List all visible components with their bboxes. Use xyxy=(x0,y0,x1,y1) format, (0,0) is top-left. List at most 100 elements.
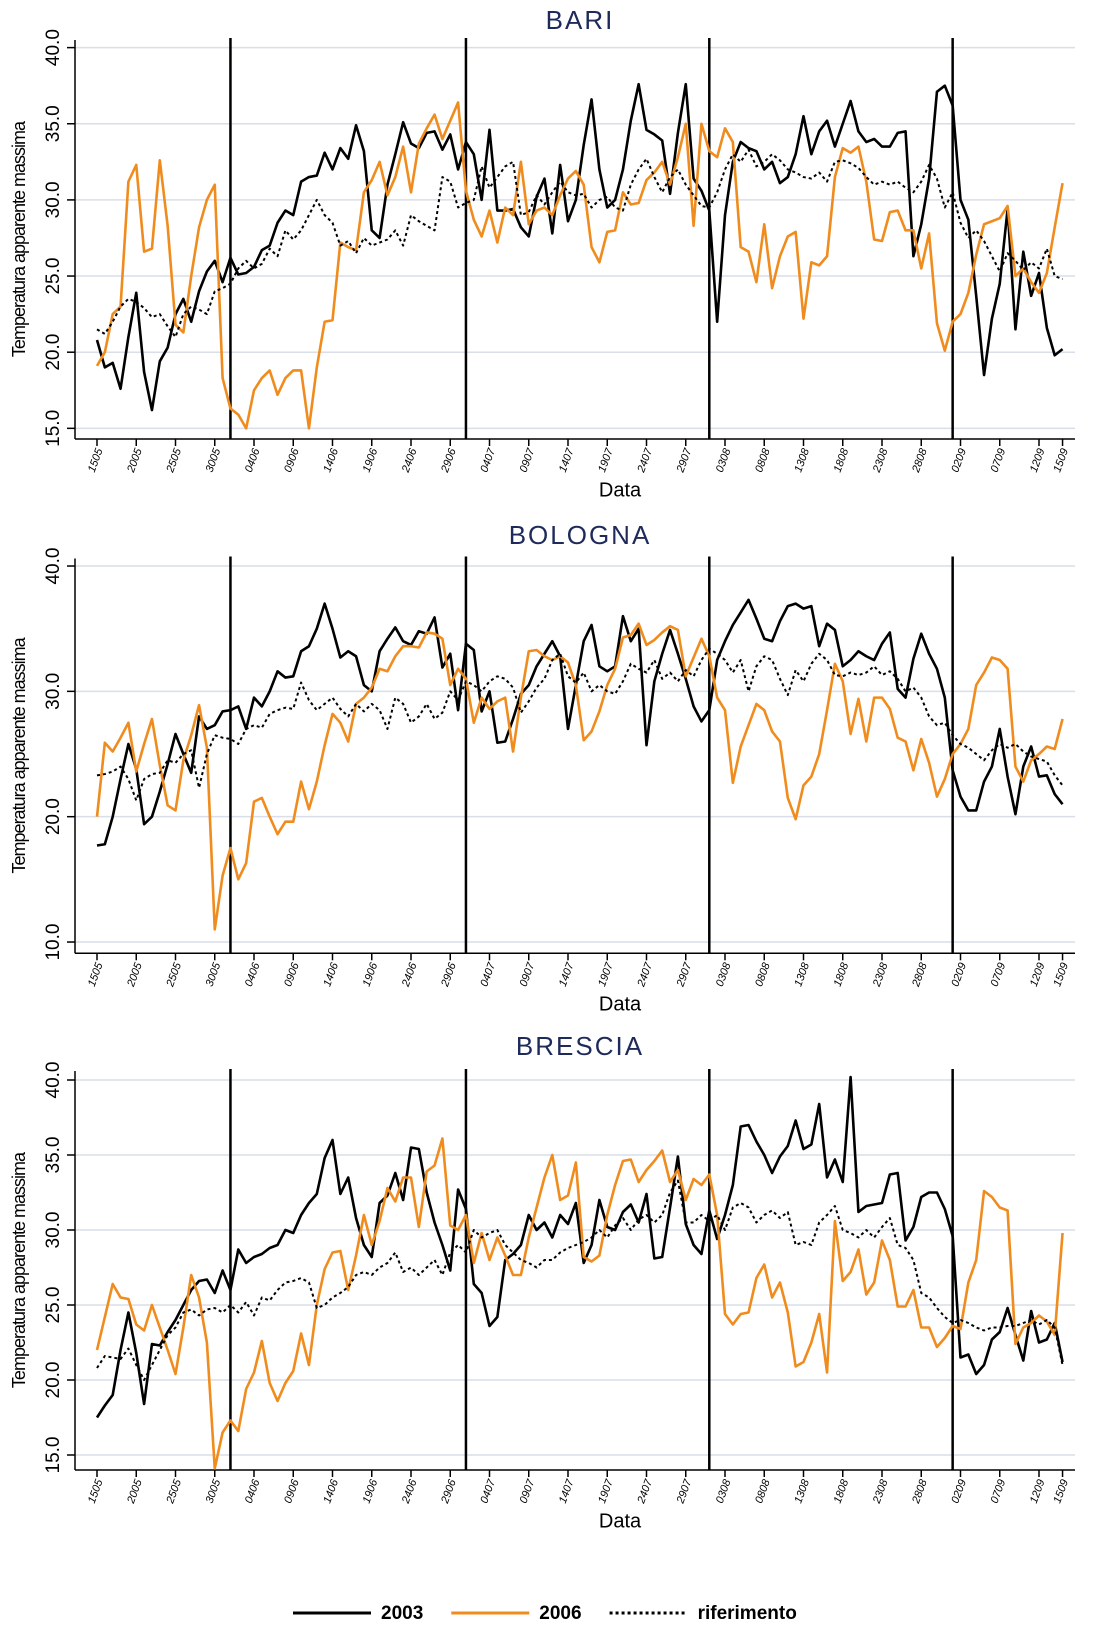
chart-title: BARI xyxy=(546,5,615,35)
chart-title: BOLOGNA xyxy=(509,520,652,550)
x-tick-label: 0407 xyxy=(478,960,498,988)
x-tick-label: 2906 xyxy=(439,1477,459,1506)
x-tick-label: 1907 xyxy=(596,1477,616,1505)
x-tick-label: 2406 xyxy=(400,1477,420,1506)
x-tick-label: 0209 xyxy=(949,1478,969,1505)
x-tick-label: 1407 xyxy=(557,1477,577,1505)
x-tick-label: 1308 xyxy=(792,1477,812,1505)
x-tick-label: 1308 xyxy=(792,960,812,988)
x-tick-label: 0907 xyxy=(518,1477,538,1505)
x-tick-label: 0906 xyxy=(282,446,302,474)
y-tick-label: 40.0 xyxy=(43,29,64,66)
y-tick-label: 40.0 xyxy=(43,548,64,585)
x-tick-label: 1209 xyxy=(1028,447,1048,474)
x-tick-label: 2407 xyxy=(635,1477,655,1506)
y-tick-label: 30.0 xyxy=(43,673,64,710)
series-line xyxy=(95,1075,1064,1419)
x-tick-label: 2808 xyxy=(910,960,930,989)
x-tick-label: 0906 xyxy=(282,1477,302,1505)
x-tick-label: 1209 xyxy=(1028,961,1048,988)
x-tick-label: 0406 xyxy=(243,960,263,988)
x-tick-label: 1407 xyxy=(557,446,577,474)
x-tick-label: 2808 xyxy=(910,446,930,475)
x-tick-label: 1509 xyxy=(1051,961,1071,988)
x-tick-label: 1906 xyxy=(361,446,381,474)
y-tick-label: 30.0 xyxy=(43,181,64,218)
y-tick-label: 40.0 xyxy=(43,1062,64,1099)
x-tick-label: 1808 xyxy=(832,1477,852,1505)
x-tick-label: 3005 xyxy=(204,960,224,988)
x-tick-label: 1406 xyxy=(321,1477,341,1505)
y-tick-label: 20.0 xyxy=(43,798,64,835)
x-tick-label: 0406 xyxy=(243,446,263,474)
series-line xyxy=(96,647,1064,802)
x-axis-label: Data xyxy=(599,1510,642,1532)
y-tick-label: 25.0 xyxy=(43,1287,64,1324)
x-tick-label: 2505 xyxy=(164,960,184,989)
x-tick-label: 1906 xyxy=(361,1477,381,1505)
series-line xyxy=(96,598,1064,847)
x-tick-label: 1907 xyxy=(596,446,616,474)
series-line xyxy=(95,82,1064,412)
x-tick-label: 2907 xyxy=(674,960,694,989)
x-tick-label: 2308 xyxy=(871,960,891,989)
x-tick-label: 2308 xyxy=(871,446,891,475)
x-tick-label: 0308 xyxy=(714,1477,734,1505)
x-tick-label: 2005 xyxy=(125,446,145,475)
y-tick-label: 10.0 xyxy=(43,924,64,961)
x-tick-label: 1308 xyxy=(792,446,812,474)
x-tick-label: 2505 xyxy=(164,446,184,475)
y-axis-label: Temperatura apparente massima xyxy=(9,1151,29,1388)
y-axis-label: Temperatura apparente massima xyxy=(9,120,29,357)
x-tick-label: 2406 xyxy=(400,960,420,989)
x-tick-label: 0407 xyxy=(478,1477,498,1505)
x-tick-label: 1509 xyxy=(1051,1478,1071,1505)
x-tick-label: 0906 xyxy=(282,960,302,988)
x-tick-label: 0907 xyxy=(518,960,538,988)
x-tick-label: 2407 xyxy=(635,446,655,475)
x-tick-label: 3005 xyxy=(204,446,224,474)
x-tick-label: 0308 xyxy=(714,446,734,474)
y-tick-label: 15.0 xyxy=(43,410,64,447)
x-tick-label: 2907 xyxy=(674,446,694,475)
x-tick-label: 1505 xyxy=(86,446,106,474)
x-tick-label: 0709 xyxy=(989,447,1009,474)
legend-label: 2003 xyxy=(381,1603,423,1624)
y-tick-label: 35.0 xyxy=(43,1137,64,1174)
chart-title: BRESCIA xyxy=(516,1031,644,1061)
x-tick-label: 2406 xyxy=(400,446,420,475)
x-tick-label: 0709 xyxy=(989,1478,1009,1505)
y-axis-label: Temperatura apparente massima xyxy=(9,636,29,873)
x-tick-label: 1907 xyxy=(596,960,616,988)
x-tick-label: 1209 xyxy=(1028,1478,1048,1505)
x-tick-label: 2808 xyxy=(910,1477,930,1506)
series-line xyxy=(95,1137,1064,1470)
x-tick-label: 2906 xyxy=(439,960,459,989)
x-tick-label: 1406 xyxy=(321,960,341,988)
x-tick-label: 0209 xyxy=(949,961,969,988)
legend-label: 2006 xyxy=(539,1603,581,1624)
x-tick-label: 2005 xyxy=(125,1477,145,1506)
x-tick-label: 1505 xyxy=(86,1477,106,1505)
x-tick-label: 1509 xyxy=(1051,447,1071,474)
x-tick-label: 0808 xyxy=(753,960,773,988)
series-line xyxy=(95,622,1064,931)
y-tick-label: 30.0 xyxy=(43,1212,64,1249)
x-tick-label: 2005 xyxy=(125,960,145,989)
x-tick-label: 0407 xyxy=(478,446,498,474)
x-tick-label: 2308 xyxy=(871,1477,891,1506)
x-tick-label: 2505 xyxy=(164,1477,184,1506)
x-tick-label: 0709 xyxy=(989,961,1009,988)
y-tick-label: 20.0 xyxy=(43,334,64,371)
x-axis-label: Data xyxy=(599,479,642,501)
x-tick-label: 1906 xyxy=(361,960,381,988)
y-tick-label: 20.0 xyxy=(43,1362,64,1399)
x-axis-label: Data xyxy=(599,994,642,1016)
y-tick-label: 25.0 xyxy=(43,258,64,295)
y-tick-label: 15.0 xyxy=(43,1437,64,1474)
x-tick-label: 0406 xyxy=(243,1477,263,1505)
x-tick-label: 1505 xyxy=(86,960,106,988)
x-tick-label: 0308 xyxy=(714,960,734,988)
x-tick-label: 0808 xyxy=(753,446,773,474)
